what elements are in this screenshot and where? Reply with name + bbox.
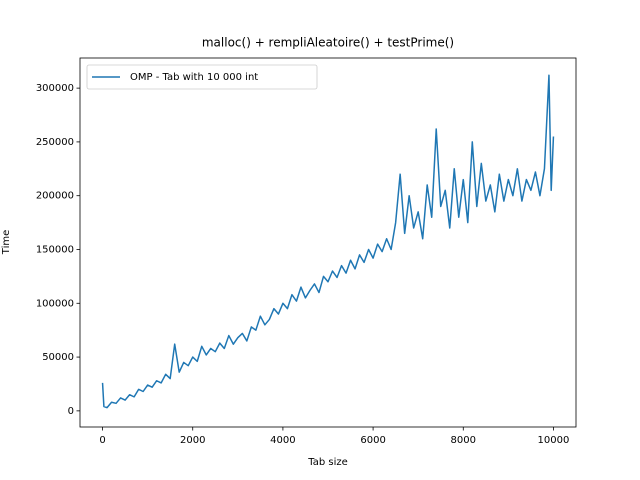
x-tick-label: 0 [99,435,105,446]
y-tick-label: 0 [68,406,74,417]
y-tick-label: 50000 [42,352,74,363]
legend-box [86,64,318,90]
x-tick-label: 6000 [360,435,385,446]
series-line [101,74,555,409]
legend-label: OMP - Tab with 10 000 int [130,72,258,83]
x-tick-label: 10000 [538,435,570,446]
y-tick-label: 250000 [36,137,74,148]
y-tick-label: 100000 [36,298,74,309]
x-tick-label: 4000 [270,435,295,446]
y-tick-label: 200000 [36,191,74,202]
plot-frame [79,57,577,428]
chart-title: malloc() + rempliAleatoire() + testPrime… [202,36,454,50]
y-axis-label: Time [1,230,12,255]
x-tick-label: 8000 [451,435,476,446]
y-tick-label: 150000 [36,244,74,255]
x-axis-label: Tab size [307,457,348,468]
x-tick-label: 2000 [180,435,205,446]
y-tick-label: 300000 [36,83,74,94]
